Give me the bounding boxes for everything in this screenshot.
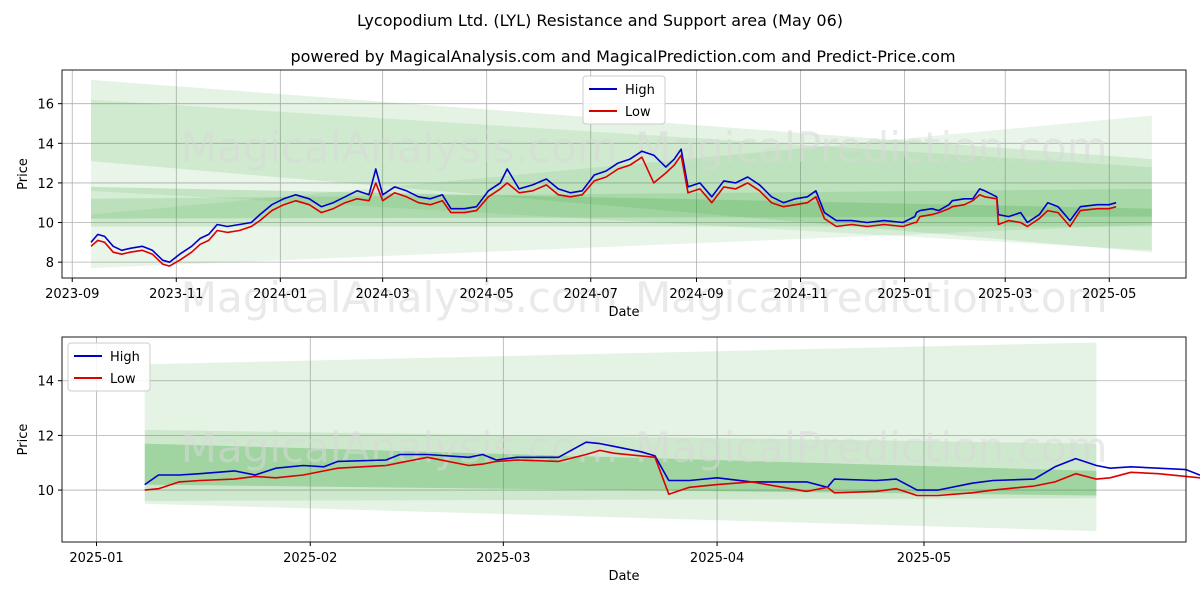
axes-frame (61, 336, 1187, 543)
x-axis-label: Date (608, 569, 639, 584)
x-tick-label: 2025-05 (1082, 287, 1136, 302)
resistance-support-band (90, 115, 1152, 269)
top-chart-panel: MagicalAnalysis.com MagicalAnalysis.com Ma… (16, 69, 1187, 322)
x-tick-label: 2025-04 (690, 551, 744, 566)
y-tick-label: 14 (37, 375, 54, 390)
x-tick-label: 2025-01 (69, 551, 123, 566)
bottom-chart-panel: MagicalAnalysis.com MagicalPrediction.com… (16, 336, 1200, 584)
resistance-support-band (90, 99, 1152, 251)
legend-label-high: High (110, 350, 140, 365)
x-tick-label: 2025-03 (978, 287, 1032, 302)
series-line-high (90, 148, 1117, 263)
y-axis-label: Price (16, 424, 31, 456)
x-tick-label: 2024-05 (460, 287, 514, 302)
x-tick-label: 2024-07 (564, 287, 618, 302)
legend-label-low: Low (110, 372, 136, 387)
y-tick-label: 10 (37, 217, 54, 232)
y-tick-label: 8 (46, 256, 54, 271)
x-tick-label: 2024-09 (669, 287, 723, 302)
chart-subtitle: powered by MagicalAnalysis.com and Magic… (290, 47, 955, 66)
legend-label-low: Low (625, 105, 651, 120)
y-tick-label: 12 (37, 177, 54, 192)
x-axis-label: Date (608, 305, 639, 320)
watermark-text: MagicalAnalysis.com (181, 123, 618, 172)
resistance-support-band (144, 443, 1097, 496)
watermark-text: MagicalPrediction.com (635, 273, 1108, 322)
x-tick-label: 2023-09 (45, 287, 99, 302)
axes-frame (61, 69, 1187, 279)
x-tick-label: 2025-02 (283, 551, 337, 566)
y-tick-label: 16 (37, 98, 54, 113)
chart-title: Lycopodium Ltd. (LYL) Resistance and Sup… (357, 11, 843, 30)
x-tick-label: 2025-05 (897, 551, 951, 566)
resistance-support-band (90, 79, 1152, 253)
watermark-text: MagicalAnalysis.com (181, 273, 618, 322)
series-line-low (144, 449, 1200, 497)
series-line-high (144, 441, 1200, 491)
x-tick-label: 2024-03 (355, 287, 409, 302)
x-tick-label: 2023-11 (149, 287, 203, 302)
resistance-support-band (144, 429, 1097, 501)
y-tick-label: 14 (37, 137, 54, 152)
y-tick-label: 12 (37, 429, 54, 444)
plot-area (62, 337, 1186, 542)
y-tick-label: 10 (37, 484, 54, 499)
legend: High Low (582, 75, 666, 125)
x-tick-label: 2025-01 (877, 287, 931, 302)
resistance-support-band (90, 186, 1152, 219)
x-tick-label: 2025-03 (476, 551, 530, 566)
y-axis-label: Price (16, 158, 31, 190)
x-tick-label: 2024-11 (773, 287, 827, 302)
watermark-text: MagicalAnalysis.com (181, 423, 618, 472)
legend: High Low (67, 342, 151, 392)
resistance-support-band (144, 342, 1097, 532)
legend-label-high: High (625, 83, 655, 98)
watermark-text: MagicalPrediction.com (635, 423, 1108, 472)
watermark-text: MagicalPrediction.com (635, 123, 1108, 172)
x-tick-label: 2024-01 (253, 287, 307, 302)
series-line-low (90, 154, 1117, 267)
